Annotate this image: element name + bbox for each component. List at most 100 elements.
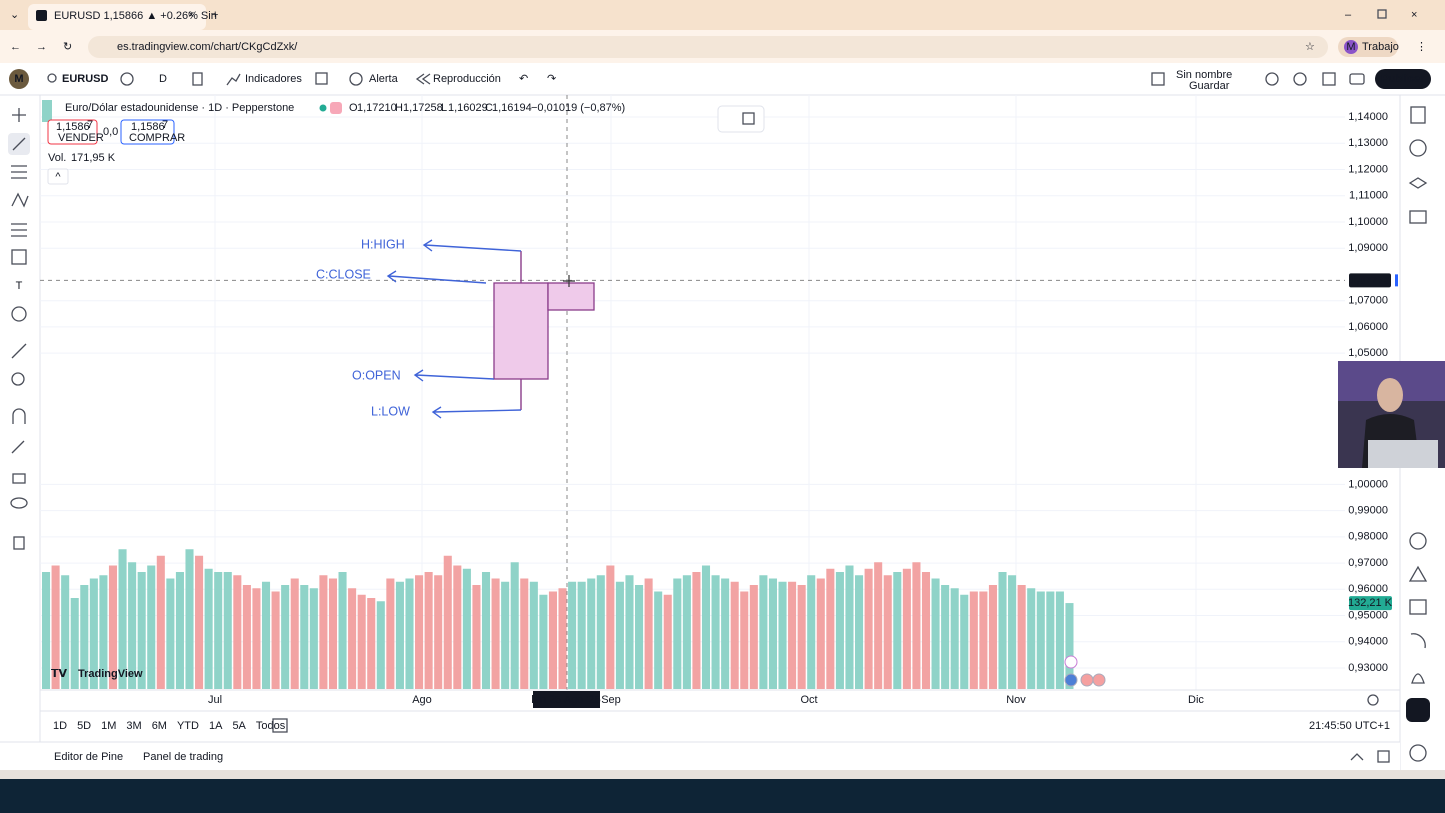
volume-bar	[912, 562, 921, 689]
event-icon[interactable]	[1064, 655, 1078, 669]
browser-menu[interactable]: ⋮	[1416, 41, 1427, 53]
shape-tool[interactable]	[11, 249, 27, 265]
volume-bar	[577, 581, 586, 689]
magnet-tool[interactable]	[12, 408, 26, 424]
webcam-face	[1377, 378, 1403, 412]
taskbar-strip	[0, 770, 1445, 779]
forward[interactable]: →	[36, 41, 47, 53]
volume-bar	[931, 578, 940, 689]
range-button[interactable]: 1M	[101, 720, 116, 732]
volume-bar	[874, 562, 883, 689]
target[interactable]	[1409, 532, 1427, 550]
bottom-tab[interactable]: Editor de Pine	[54, 751, 123, 763]
bottom-tab[interactable]: Panel de trading	[143, 751, 223, 763]
floating-toolbar[interactable]	[717, 105, 765, 133]
back[interactable]: ←	[10, 41, 21, 53]
trend-line-tool[interactable]	[12, 137, 26, 151]
range-button[interactable]: 6M	[152, 720, 167, 732]
chat[interactable]	[1409, 210, 1427, 224]
quick-search[interactable]	[1265, 72, 1279, 86]
tab[interactable]	[28, 4, 206, 30]
settings[interactable]	[1293, 72, 1307, 86]
chart-style[interactable]	[192, 72, 203, 86]
panel-maximize[interactable]	[1377, 750, 1390, 763]
close-window[interactable]: ×	[1411, 9, 1417, 21]
layout-name[interactable]: Sin nombre	[1176, 69, 1232, 81]
delete-tool[interactable]	[13, 536, 25, 550]
open-arrow	[413, 369, 495, 382]
snapshot[interactable]	[1349, 73, 1365, 85]
ideas[interactable]	[1408, 565, 1428, 582]
range-button[interactable]: 5A	[232, 720, 246, 732]
undo[interactable]: ↶	[519, 73, 528, 85]
alert[interactable]: Alerta	[369, 73, 399, 85]
bookmark[interactable]: ☆	[1305, 41, 1315, 53]
zoom-tool[interactable]	[11, 372, 25, 386]
logo-mark: 𝗧𝗩	[51, 668, 68, 680]
layers[interactable]	[1408, 177, 1428, 189]
notifications[interactable]	[1411, 673, 1425, 684]
range-button[interactable]: 1A	[209, 720, 223, 732]
range-button[interactable]: YTD	[177, 720, 199, 732]
range-button[interactable]: Todos	[256, 720, 286, 732]
price-tick-label: 0,97000	[1348, 557, 1388, 569]
hide-tool[interactable]	[10, 497, 28, 509]
event-icon[interactable]	[1064, 673, 1078, 687]
sell-button[interactable]	[47, 119, 98, 145]
volume-bar	[261, 581, 271, 689]
maximize[interactable]	[1377, 9, 1387, 19]
fullscreen[interactable]	[1322, 72, 1336, 86]
event-icon[interactable]	[1080, 673, 1094, 687]
compare[interactable]	[120, 72, 134, 86]
indicators[interactable]: Indicadores	[245, 73, 302, 85]
news[interactable]	[1410, 633, 1426, 649]
range-button[interactable]: 5D	[77, 720, 91, 732]
price-crosshair-bg	[1349, 273, 1391, 288]
minimize[interactable]: –	[1345, 9, 1352, 21]
measure-tool[interactable]	[11, 343, 27, 359]
volume-bar	[759, 575, 768, 689]
fib-tool[interactable]	[11, 165, 27, 179]
collapse-legend[interactable]	[47, 168, 69, 185]
lock-tool[interactable]	[12, 473, 26, 484]
save[interactable]: Guardar	[1189, 80, 1230, 92]
panel-expand[interactable]	[1350, 753, 1364, 761]
floating-toolbar-icon	[742, 112, 755, 125]
tab-close[interactable]: ×	[188, 9, 194, 21]
event-icon[interactable]	[1092, 673, 1106, 687]
publish-button[interactable]	[1375, 69, 1431, 89]
range-button[interactable]: 3M	[126, 720, 141, 732]
range-button[interactable]: 1D	[53, 720, 67, 732]
price-marker	[1395, 274, 1398, 287]
webcam-laptop	[1368, 440, 1438, 468]
calendar[interactable]	[1409, 599, 1427, 615]
stay-drawing[interactable]	[11, 440, 25, 454]
prediction-tool[interactable]	[11, 223, 27, 237]
tab-menu[interactable]: ⌄	[10, 9, 19, 21]
buy-button[interactable]	[120, 119, 175, 145]
watchlist[interactable]	[1410, 106, 1426, 124]
interval[interactable]: D	[159, 73, 167, 85]
user-avatar[interactable]	[9, 69, 29, 89]
axis-settings[interactable]	[1367, 694, 1379, 706]
crosshair-tool[interactable]	[12, 108, 26, 122]
url-bar[interactable]	[88, 36, 1328, 58]
redo[interactable]: ↷	[547, 73, 556, 85]
volume-bar	[195, 555, 204, 689]
tab-title: EURUSD 1,15866 ▲ +0.26% Sin	[54, 10, 217, 22]
icon-tool[interactable]	[11, 306, 27, 322]
alerts-panel[interactable]	[1409, 139, 1427, 157]
symbol[interactable]: EURUSD	[62, 73, 109, 85]
replay[interactable]: Reproducción	[433, 73, 501, 85]
volume-bar	[625, 575, 634, 689]
pattern-tool[interactable]	[11, 192, 29, 208]
volume-bar	[1017, 585, 1026, 689]
new-tab[interactable]: +	[212, 9, 218, 21]
apps[interactable]	[1406, 698, 1430, 722]
templates[interactable]	[315, 72, 328, 85]
goto-date[interactable]	[272, 718, 288, 733]
reload[interactable]: ↻	[63, 41, 72, 53]
text-tool[interactable]: T	[16, 280, 23, 292]
help[interactable]	[1409, 744, 1427, 762]
